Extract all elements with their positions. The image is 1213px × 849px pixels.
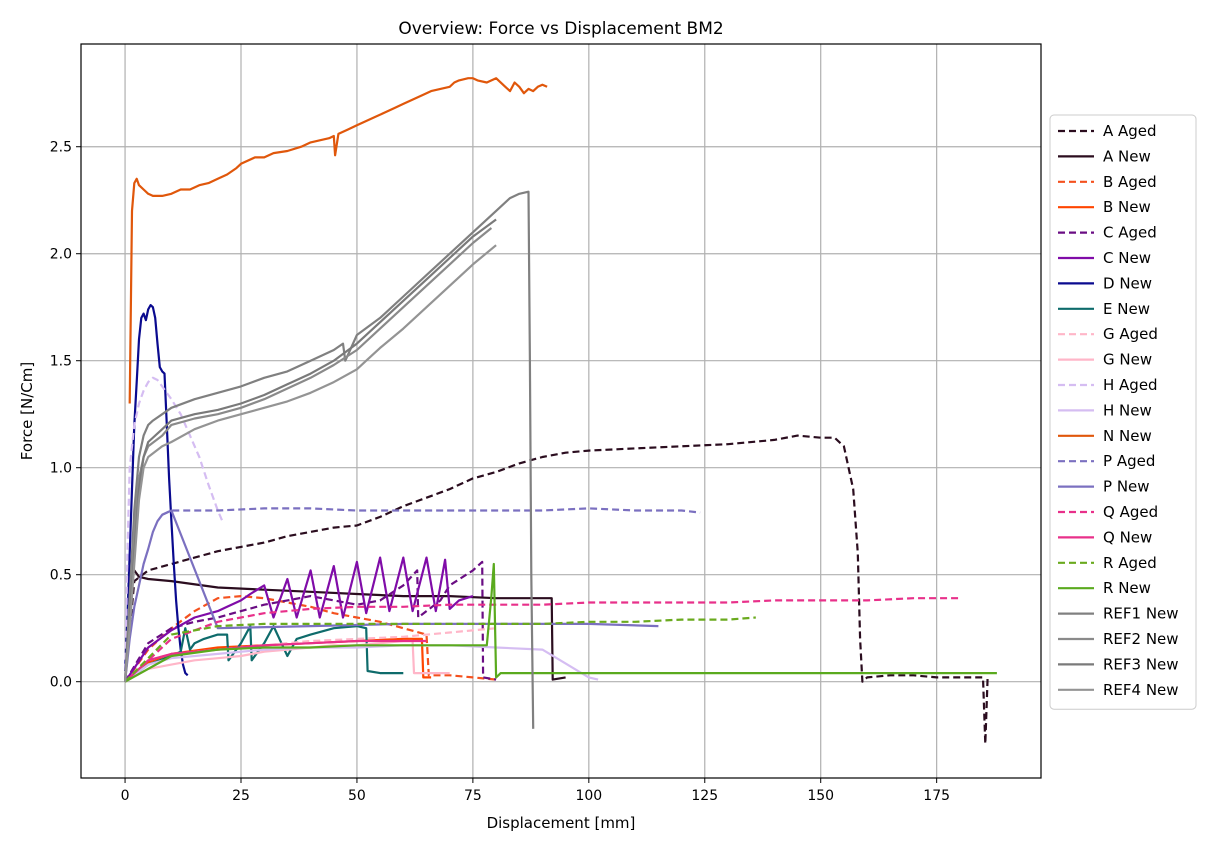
series-line-ref2-new	[124, 227, 493, 682]
legend-label: A New	[1103, 147, 1151, 165]
series-line-r-new	[124, 562, 997, 683]
legend-label: Q New	[1103, 528, 1152, 546]
x-axis-label: Displacement [mm]	[487, 814, 636, 832]
legend-label: Q Aged	[1103, 503, 1158, 521]
legend-label: C New	[1103, 249, 1151, 267]
series-line-r-aged	[124, 616, 756, 683]
x-tick-label: 100	[575, 788, 602, 804]
grid	[81, 44, 1041, 778]
y-tick-label: 1.5	[50, 354, 72, 370]
series-line-g-aged	[124, 627, 497, 683]
legend-label: R New	[1103, 579, 1151, 597]
y-axis-label: Force [N/Cm]	[18, 362, 36, 460]
legend-label: G Aged	[1103, 325, 1158, 343]
y-tick-label: 2.5	[50, 140, 72, 156]
series-line-h-new	[124, 644, 599, 683]
y-tick-label: 0.0	[50, 675, 72, 691]
x-tick-label: 50	[348, 788, 366, 804]
plot-area	[124, 77, 997, 745]
series-line-d-new	[124, 304, 189, 677]
x-tick-label: 150	[807, 788, 834, 804]
legend-label: H New	[1103, 401, 1152, 419]
legend-label: B Aged	[1103, 173, 1157, 191]
series-line-ref4-new	[124, 244, 497, 682]
series-line-n-new	[128, 77, 548, 404]
legend-label: E New	[1103, 300, 1150, 318]
series-line-ref1-new	[124, 190, 535, 729]
series-line-p-aged	[161, 507, 701, 516]
legend: A Aged A New B Aged B New C Aged C New D New E …	[1049, 114, 1197, 710]
series-line-b-aged	[124, 594, 497, 683]
y-tick-label: 2.0	[50, 247, 72, 263]
series-line-a-new	[124, 569, 566, 682]
x-tick-label: 125	[691, 788, 718, 804]
legend-label: G New	[1103, 351, 1152, 369]
x-tick-label: 175	[923, 788, 950, 804]
legend-label: A Aged	[1103, 122, 1157, 140]
chart-title: Overview: Force vs Displacement BM2	[398, 19, 723, 39]
series-line-ref3-new	[124, 218, 497, 682]
x-tick-label: 25	[232, 788, 250, 804]
plot-frame	[80, 43, 1042, 779]
legend-label: REF4 New	[1103, 681, 1179, 699]
legend-label: REF3 New	[1103, 655, 1179, 673]
series-line-h-aged	[124, 376, 224, 682]
legend-label: P Aged	[1103, 452, 1155, 470]
legend-label: B New	[1103, 198, 1151, 216]
series-line-a-aged	[124, 434, 989, 745]
legend-label: H Aged	[1103, 376, 1158, 394]
legend-label: C Aged	[1103, 224, 1157, 242]
x-tick-label: 0	[121, 788, 130, 804]
legend-label: P New	[1103, 478, 1150, 496]
legend-label: R Aged	[1103, 554, 1157, 572]
legend-label: N New	[1103, 427, 1152, 445]
legend-label: REF1 New	[1103, 605, 1179, 623]
series-line-q-aged	[124, 597, 960, 683]
y-tick-label: 1.0	[50, 461, 72, 477]
legend-box	[1049, 114, 1197, 710]
y-ticks: 0.0 0.5 1.0 1.5 2.0 2.5	[50, 140, 81, 691]
x-tick-label: 75	[464, 788, 482, 804]
series-line-q-new	[124, 639, 427, 683]
y-tick-label: 0.5	[50, 568, 72, 584]
legend-label: D New	[1103, 274, 1152, 292]
series-line-c-new	[124, 556, 474, 683]
legend-label: REF2 New	[1103, 630, 1179, 648]
series-line-c-aged	[124, 560, 497, 683]
x-ticks: 0 25 50 75 100 125 150 175	[121, 778, 950, 804]
